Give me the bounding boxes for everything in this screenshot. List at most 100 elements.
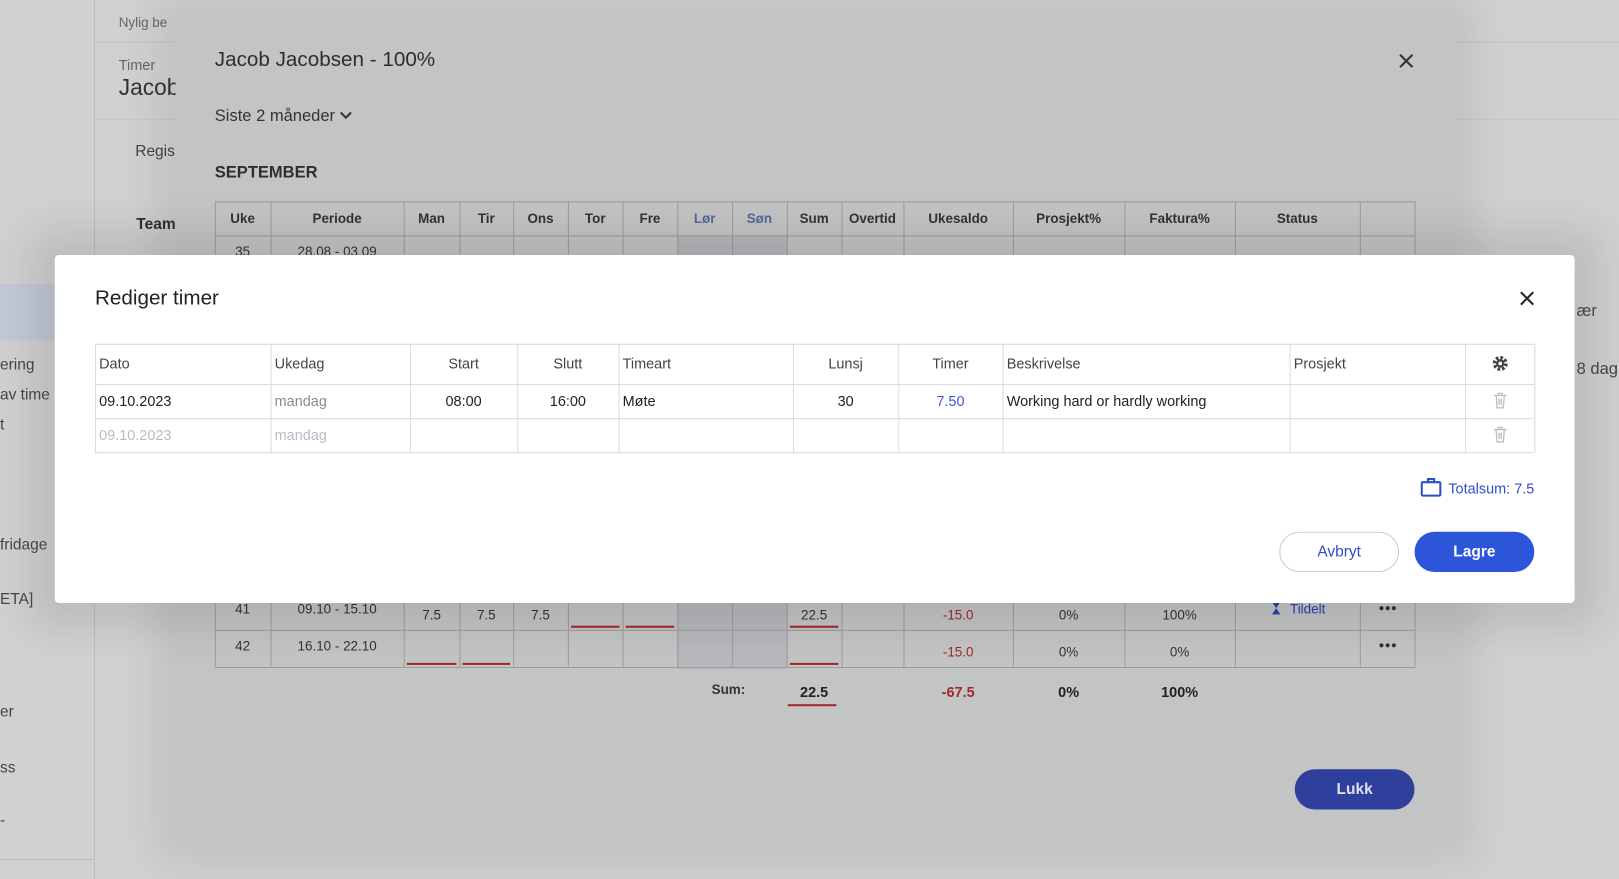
cell: Møte [622, 392, 656, 409]
sidebar-item: fridage [0, 535, 48, 554]
background-text: 8 dag [1576, 360, 1618, 378]
cell: 0% [1169, 644, 1190, 660]
table-line [1414, 201, 1416, 256]
table-line [214, 201, 216, 256]
table-line [1289, 343, 1291, 453]
close-icon[interactable] [1518, 289, 1537, 308]
table-line [94, 384, 1535, 386]
column-header: Ons [527, 210, 554, 227]
hourglass-icon [1272, 601, 1281, 615]
table-line [459, 201, 461, 256]
column-header: Man [418, 210, 446, 227]
cell: 16:00 [549, 392, 586, 409]
sidebar-item: av time [0, 386, 50, 404]
table-line [214, 201, 1415, 203]
table-line [1012, 592, 1014, 669]
column-header: Fre [639, 210, 661, 227]
cell: -15.0 [942, 607, 974, 623]
cell: 09.10.2023 [99, 392, 172, 409]
close-button[interactable]: Lukk [1294, 769, 1415, 810]
settings-icon[interactable] [1465, 354, 1534, 378]
cell: 41 [235, 600, 251, 617]
cell: 08:00 [445, 392, 482, 409]
sidebar-item: ering [0, 356, 35, 374]
table-line [94, 418, 1535, 420]
table-line [567, 592, 569, 669]
column-header: Tir [477, 210, 495, 227]
page-name: Jacob [118, 74, 180, 101]
column-header: Ukedag [274, 355, 325, 372]
column-header: Timeart [622, 355, 672, 372]
table-line [459, 592, 461, 669]
period-text: Siste 2 måneder [214, 107, 336, 125]
table-line [513, 592, 515, 669]
cell: 42 [235, 638, 251, 654]
more-icon [1378, 606, 1396, 611]
team-heading: Team [136, 215, 176, 234]
close-icon[interactable] [1397, 52, 1416, 71]
table-line [732, 592, 734, 669]
row-actions[interactable] [1360, 598, 1415, 617]
table-line [625, 625, 675, 628]
column-header: Dato [99, 355, 130, 372]
sidebar-item: er [0, 703, 14, 721]
row-actions[interactable] [1360, 635, 1415, 654]
table-line [1002, 343, 1004, 453]
table-line [903, 201, 905, 256]
table-line [270, 201, 272, 256]
sidebar-item: - [0, 811, 6, 830]
table-line [1359, 592, 1361, 669]
table-line [786, 201, 788, 256]
cell: -15.0 [942, 644, 974, 660]
table-line [677, 592, 679, 669]
column-header: Periode [312, 210, 362, 227]
cancel-button[interactable]: Avbryt [1279, 531, 1400, 573]
table-line [517, 343, 519, 453]
table-line [677, 201, 679, 256]
cell: mandag [274, 426, 327, 443]
chevron [339, 111, 352, 120]
week-dialog-title: Jacob Jacobsen - 100% [214, 48, 436, 72]
table-line [1534, 343, 1536, 453]
delete-icon[interactable] [1465, 426, 1534, 448]
save-button[interactable]: Lagre [1414, 531, 1535, 573]
table-line [787, 704, 837, 707]
sum-sum: 22.5 [800, 683, 829, 701]
background-text: ær [1576, 302, 1597, 321]
column-header: Lunsj [828, 355, 863, 372]
column-header: Prosjekt [1293, 355, 1346, 372]
cell: Working hard or hardly working [1006, 392, 1207, 409]
sidebar-item: ETA] [0, 590, 34, 609]
table-line [94, 343, 1535, 345]
more-icon [1378, 643, 1396, 648]
sidebar-bottom-line [0, 859, 94, 861]
column-header: Overtid [848, 210, 896, 227]
column-header: Beskrivelse [1006, 355, 1081, 372]
table-line [214, 629, 1415, 631]
column-header: Timer [932, 355, 969, 372]
column-header: Faktura% [1149, 210, 1210, 227]
table-line [1414, 592, 1416, 669]
table-line [270, 343, 272, 453]
cell: mandag [274, 392, 327, 409]
cell: 22.5 [801, 607, 828, 623]
table-line [622, 201, 624, 256]
table-line [462, 662, 511, 665]
period-select[interactable]: Siste 2 måneder [215, 107, 352, 126]
trash [1493, 426, 1506, 443]
table-line [792, 343, 794, 453]
delete-icon[interactable] [1465, 392, 1534, 414]
table-line [1124, 201, 1126, 256]
table-line [567, 201, 569, 256]
table-line [789, 625, 839, 628]
column-header: Start [448, 355, 479, 372]
table-line [789, 662, 839, 665]
table-line [1465, 343, 1467, 453]
table-line [403, 201, 405, 256]
cell: 100% [1162, 607, 1197, 623]
sidebar-item: ss [0, 758, 16, 777]
cell: 09.10 - 15.10 [297, 600, 377, 617]
table-line [1234, 201, 1236, 256]
table-line [1234, 592, 1236, 669]
